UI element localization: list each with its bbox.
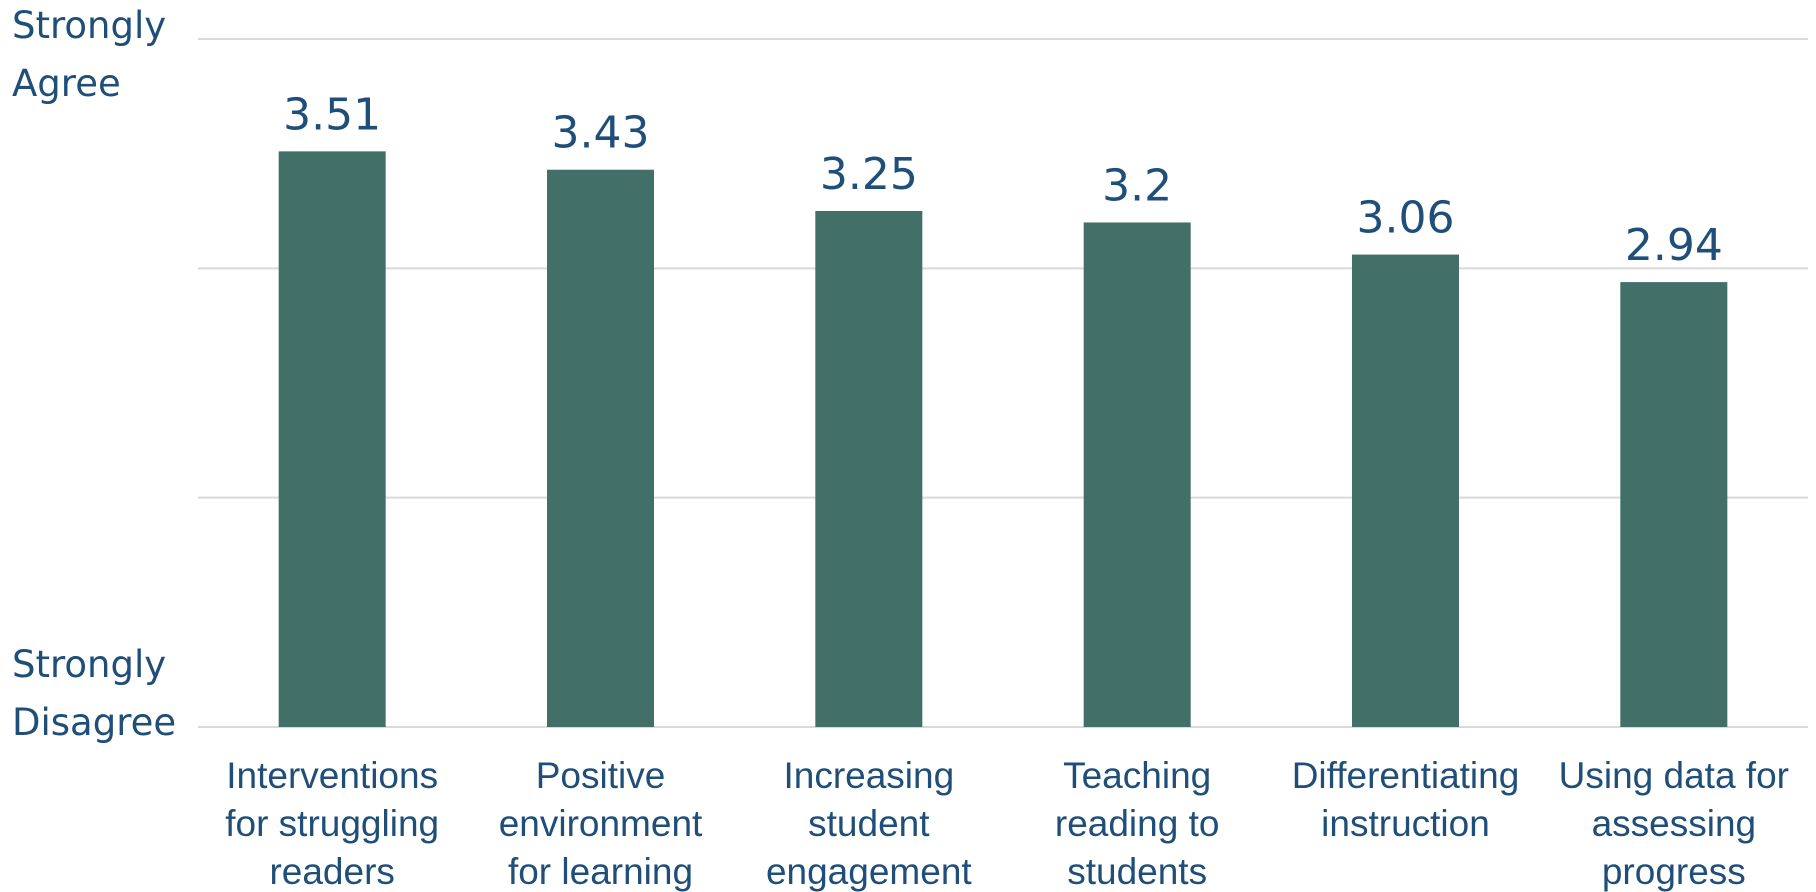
category-label-1-line-3: readers (269, 851, 394, 892)
category-label-4-line-2: reading to (1055, 803, 1220, 844)
category-label-6: Using data for assessing progress (1559, 755, 1789, 892)
category-label-6-line-3: progress (1602, 851, 1746, 892)
bars (278, 151, 1728, 728)
category-label-3-line-3: engagement (766, 851, 972, 892)
bar-5[interactable] (1352, 254, 1459, 727)
category-label-6-line-2: assessing (1592, 803, 1757, 844)
value-label-2: 3.43 (552, 108, 650, 159)
y-label-bottom-line-2: Disagree (12, 701, 176, 744)
value-labels: 3.51 3.43 3.25 3.2 3.06 2.94 (283, 89, 1723, 271)
category-label-3-line-2: student (808, 803, 930, 844)
category-labels: Interventions for struggling readers Positi… (225, 755, 1789, 892)
category-label-5: Differentiating instruction (1292, 755, 1520, 844)
bar-1[interactable] (278, 151, 386, 727)
category-label-5-line-2: instruction (1321, 803, 1490, 844)
value-label-4: 3.2 (1102, 160, 1172, 211)
y-label-bottom-line-1: Strongly (12, 643, 166, 686)
category-label-1-line-2: for struggling (225, 803, 439, 844)
value-label-3: 3.25 (820, 149, 918, 200)
category-label-1-line-1: Interventions (226, 755, 438, 796)
bar-6[interactable] (1620, 282, 1728, 727)
y-label-top-line-1: Strongly (12, 4, 166, 47)
category-label-3: Increasing student engagement (766, 755, 972, 892)
category-label-3-line-1: Increasing (783, 755, 954, 796)
bar-3[interactable] (815, 211, 923, 727)
gridlines (198, 38, 1808, 728)
category-label-1: Interventions for struggling readers (225, 755, 439, 892)
y-label-strongly-agree: Strongly Agree (12, 4, 178, 105)
value-label-6: 2.94 (1625, 220, 1723, 271)
value-label-5: 3.06 (1357, 193, 1455, 244)
category-label-2: Positive environment for learning (499, 755, 703, 892)
y-label-strongly-disagree: Strongly Disagree (12, 643, 178, 744)
bar-2[interactable] (547, 169, 654, 728)
bar-4[interactable] (1083, 222, 1191, 727)
category-label-4-line-1: Teaching (1063, 755, 1211, 796)
category-label-2-line-3: for learning (508, 851, 693, 892)
category-label-4-line-3: students (1067, 851, 1207, 892)
category-label-4: Teaching reading to students (1055, 755, 1220, 892)
category-label-2-line-1: Positive (536, 755, 666, 796)
category-label-5-line-1: Differentiating (1292, 755, 1520, 796)
category-label-2-line-2: environment (499, 803, 703, 844)
value-label-1: 3.51 (283, 89, 381, 140)
category-label-6-line-1: Using data for (1559, 755, 1789, 796)
y-label-top-line-2: Agree (12, 62, 121, 105)
